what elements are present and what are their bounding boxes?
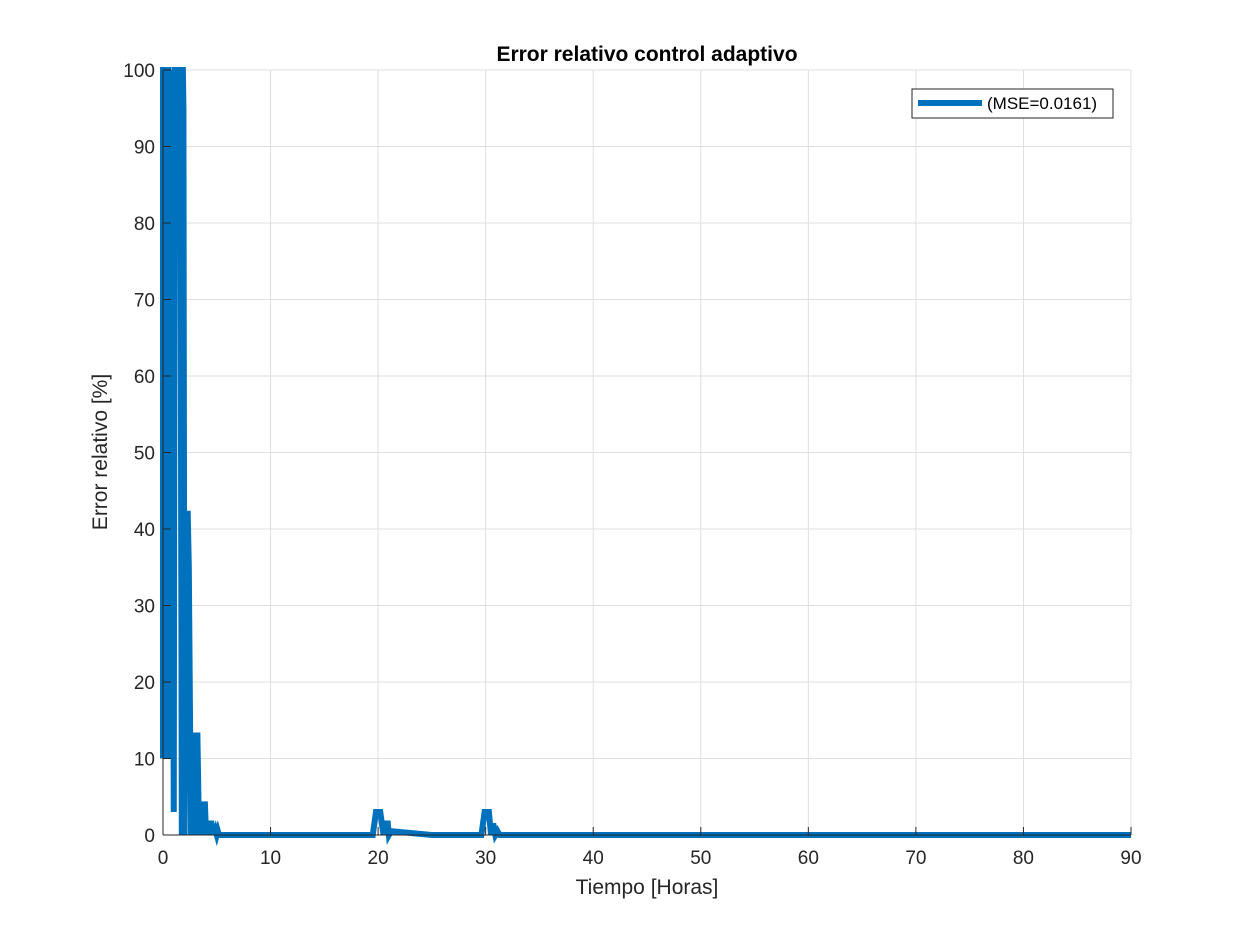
- x-tick-label: 30: [475, 848, 496, 869]
- grid-lines: [162, 69, 1132, 836]
- x-tick-label: 0: [158, 848, 169, 869]
- y-tick-label: 0: [144, 826, 155, 847]
- x-tick-label: 80: [1013, 848, 1034, 869]
- y-tick-label: 40: [134, 520, 155, 541]
- legend-label-series-1: (MSE=0.0161): [987, 94, 1097, 113]
- y-tick-label: 20: [134, 673, 155, 694]
- y-axis-label: Error relativo [%]: [89, 374, 112, 530]
- y-tick-label: 10: [134, 750, 155, 771]
- y-tick-label: 60: [134, 367, 155, 388]
- legend: (MSE=0.0161): [911, 88, 1114, 119]
- y-tick-label: 70: [134, 291, 155, 312]
- y-tick-label: 50: [134, 444, 155, 465]
- chart-title: Error relativo control adaptivo: [496, 43, 797, 66]
- y-tick-label: 90: [134, 138, 155, 159]
- x-tick-label: 90: [1120, 848, 1141, 869]
- x-tick-label: 10: [260, 848, 281, 869]
- x-tick-label: 50: [690, 848, 711, 869]
- x-axis-label: Tiempo [Horas]: [576, 876, 719, 899]
- x-tick-label: 60: [798, 848, 819, 869]
- y-tick-label: 30: [134, 597, 155, 618]
- x-tick-label: 20: [368, 848, 389, 869]
- tick-labels: 0 10 20 30 40 50 60 70 80 90 0 10 20 30 40 50 60 70 80 90 10…: [123, 61, 1141, 869]
- x-tick-label: 70: [905, 848, 926, 869]
- y-tick-label: 80: [134, 214, 155, 235]
- x-tick-label: 40: [583, 848, 604, 869]
- axes: [162, 69, 1132, 836]
- y-tick-label: 100: [123, 61, 155, 82]
